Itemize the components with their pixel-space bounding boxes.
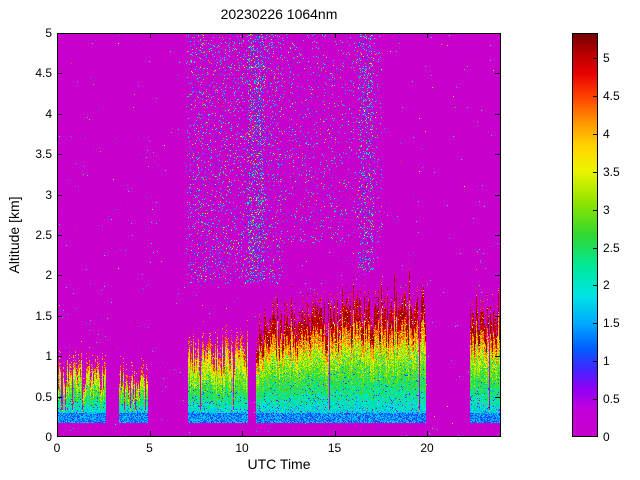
x-tick-label: 10 bbox=[235, 441, 249, 455]
colorbar-tick-label: 0 bbox=[603, 430, 610, 444]
x-tick-label: 5 bbox=[146, 441, 153, 455]
x-axis-label: UTC Time bbox=[247, 456, 311, 472]
colorbar-tick-label: 2.5 bbox=[603, 240, 620, 255]
colorbar-tick-label: 3.5 bbox=[603, 164, 620, 179]
y-tick-label: 5 bbox=[45, 26, 52, 40]
y-tick-label: 0.5 bbox=[35, 389, 52, 404]
y-tick-label: 4.5 bbox=[35, 66, 52, 81]
colorbar-tick-label: 0.5 bbox=[603, 392, 620, 407]
colorbar-tick-label: 2 bbox=[603, 278, 610, 293]
colorbar-tick-label: 1 bbox=[603, 354, 610, 369]
colorbar-tick-label: 3 bbox=[603, 202, 610, 217]
heatmap-plot-canvas bbox=[57, 33, 501, 437]
y-tick-label: 1.5 bbox=[35, 308, 52, 323]
y-tick-label: 2.5 bbox=[35, 228, 52, 242]
x-tick-label: 20 bbox=[420, 441, 434, 455]
colorbar-tick-label: 4 bbox=[603, 126, 610, 141]
y-tick-label: 1 bbox=[45, 349, 52, 364]
y-tick-label: 2 bbox=[45, 268, 52, 283]
colorbar-canvas bbox=[572, 33, 598, 437]
y-tick-label: 3.5 bbox=[35, 147, 52, 162]
x-tick-label: 0 bbox=[53, 441, 61, 455]
colorbar-tick-label: 1.5 bbox=[603, 316, 620, 331]
y-tick-label: 4 bbox=[45, 106, 52, 121]
chart-title: 20230226 1064nm bbox=[220, 6, 338, 22]
y-tick-label: 3 bbox=[45, 187, 52, 202]
colorbar-tick-label: 4.5 bbox=[603, 88, 620, 103]
y-tick-label: 0 bbox=[45, 430, 52, 444]
colorbar-tick-label: 5 bbox=[603, 51, 610, 65]
x-tick-label: 15 bbox=[327, 441, 342, 455]
